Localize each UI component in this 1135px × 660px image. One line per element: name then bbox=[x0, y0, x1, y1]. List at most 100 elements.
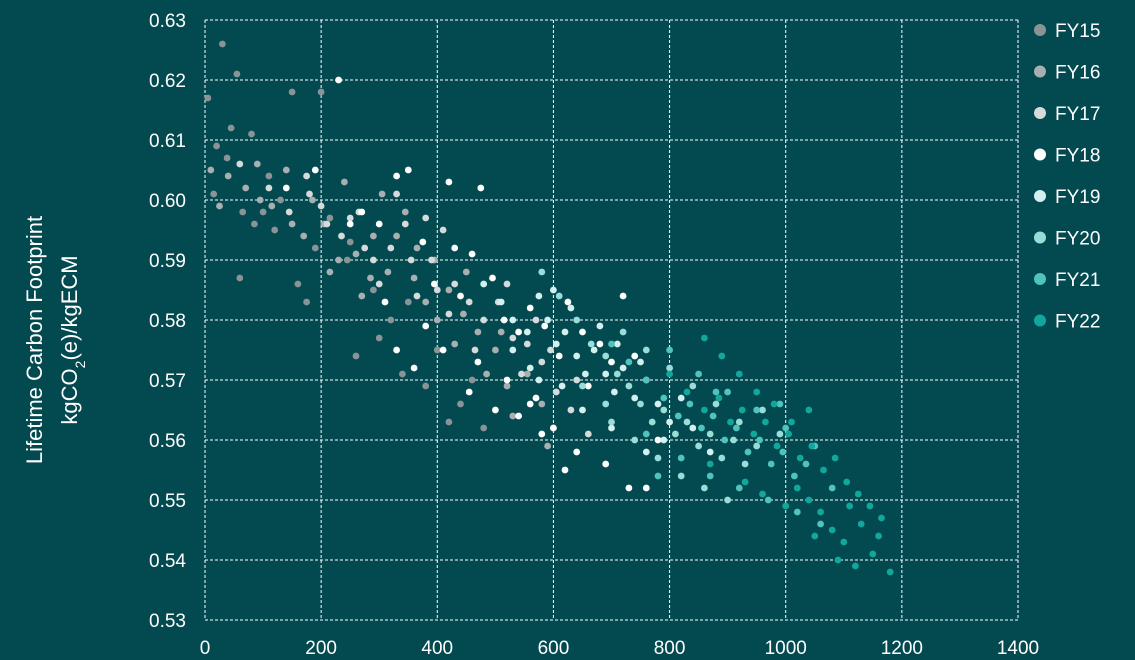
data-point-fy16 bbox=[460, 310, 467, 318]
data-point-fy18 bbox=[538, 430, 546, 438]
data-point-fy21 bbox=[677, 454, 685, 462]
data-point-fy16 bbox=[544, 442, 551, 450]
data-point-fy18 bbox=[515, 412, 522, 420]
data-point-fy18 bbox=[573, 448, 581, 456]
x-tick-label: 800 bbox=[654, 638, 686, 659]
data-point-fy18 bbox=[404, 166, 412, 174]
data-point-fy21 bbox=[698, 424, 705, 432]
legend-marker-fy22 bbox=[1034, 314, 1046, 327]
data-point-fy19 bbox=[497, 298, 505, 306]
data-point-fy18 bbox=[503, 376, 511, 384]
data-point-fy21 bbox=[709, 412, 717, 420]
data-point-fy21 bbox=[767, 460, 775, 468]
data-point-fy22 bbox=[666, 370, 673, 378]
data-point-fy18 bbox=[375, 220, 383, 228]
data-point-fy15 bbox=[227, 124, 235, 132]
legend-marker-fy15 bbox=[1034, 24, 1046, 36]
x-tick-label: 1400 bbox=[997, 638, 1039, 659]
data-point-fy20 bbox=[555, 292, 563, 300]
legend-label-fy16: FY16 bbox=[1055, 63, 1100, 84]
data-point-fy17 bbox=[306, 190, 313, 198]
data-point-fy16 bbox=[523, 370, 531, 378]
data-point-fy18 bbox=[561, 466, 569, 474]
data-point-fy15 bbox=[239, 208, 247, 216]
data-point-fy21 bbox=[608, 340, 615, 348]
data-point-fy18 bbox=[393, 172, 400, 180]
data-point-fy20 bbox=[689, 382, 697, 390]
data-point-fy16 bbox=[224, 172, 232, 180]
data-point-fy18 bbox=[532, 394, 540, 402]
data-point-fy15 bbox=[457, 400, 464, 408]
data-point-fy22 bbox=[735, 370, 743, 378]
data-point-fy21 bbox=[793, 508, 801, 516]
y-tick-label: 0.58 bbox=[149, 311, 186, 332]
data-point-fy16 bbox=[367, 274, 374, 282]
data-point-fy15 bbox=[204, 94, 212, 102]
data-point-fy20 bbox=[654, 454, 662, 462]
y-tick-label: 0.54 bbox=[149, 551, 186, 572]
data-point-fy19 bbox=[631, 394, 639, 402]
data-point-fy19 bbox=[642, 448, 650, 456]
data-point-fy17 bbox=[509, 334, 517, 342]
data-point-fy17 bbox=[413, 292, 421, 300]
data-point-fy20 bbox=[613, 370, 621, 378]
data-point-fy18 bbox=[625, 484, 633, 492]
data-point-fy19 bbox=[552, 340, 560, 348]
data-point-fy22 bbox=[701, 334, 708, 342]
data-point-fy18 bbox=[515, 328, 522, 336]
data-point-fy18 bbox=[608, 358, 615, 366]
data-point-fy18 bbox=[474, 358, 482, 366]
data-point-fy19 bbox=[579, 406, 586, 414]
data-point-fy21 bbox=[782, 424, 790, 432]
data-point-fy16 bbox=[341, 178, 348, 186]
data-point-fy19 bbox=[561, 328, 569, 336]
data-point-fy15 bbox=[236, 274, 244, 282]
y-tick-label: 0.61 bbox=[149, 131, 186, 152]
data-point-fy22 bbox=[782, 502, 790, 510]
data-point-fy19 bbox=[526, 364, 534, 372]
y-tick-label: 0.57 bbox=[149, 371, 186, 392]
y-tick-label: 0.55 bbox=[149, 491, 186, 512]
data-point-fy22 bbox=[886, 568, 894, 576]
y-axis-label-unit-part1: kgCO bbox=[57, 368, 82, 424]
data-point-fy20 bbox=[538, 268, 546, 276]
data-point-fy17 bbox=[523, 340, 531, 348]
data-point-fy18 bbox=[526, 304, 534, 312]
data-point-fy22 bbox=[805, 496, 813, 504]
data-point-fy18 bbox=[431, 280, 438, 288]
data-point-fy22 bbox=[718, 352, 726, 360]
data-point-fy16 bbox=[451, 340, 459, 348]
data-point-fy19 bbox=[509, 316, 517, 324]
data-point-fy17 bbox=[439, 226, 447, 234]
data-point-fy20 bbox=[735, 418, 743, 426]
data-point-fy15 bbox=[404, 298, 412, 306]
data-point-fy20 bbox=[587, 340, 595, 348]
data-point-fy18 bbox=[500, 316, 508, 324]
data-point-fy17 bbox=[401, 220, 409, 228]
data-point-fy18 bbox=[526, 400, 534, 408]
legend-label-fy21: FY21 bbox=[1055, 270, 1100, 291]
y-tick-label: 0.56 bbox=[149, 431, 186, 452]
data-point-fy22 bbox=[866, 502, 874, 510]
data-point-fy15 bbox=[265, 172, 273, 180]
data-point-fy19 bbox=[567, 304, 575, 312]
data-point-fy15 bbox=[468, 376, 476, 384]
data-point-fy16 bbox=[268, 202, 276, 210]
data-point-fy21 bbox=[776, 400, 784, 408]
data-point-fy15 bbox=[387, 316, 395, 324]
data-point-fy17 bbox=[465, 298, 473, 306]
data-point-fy20 bbox=[573, 316, 581, 324]
data-point-fy18 bbox=[311, 166, 319, 174]
data-point-fy18 bbox=[631, 352, 639, 360]
data-point-fy16 bbox=[352, 250, 360, 258]
data-point-fy21 bbox=[660, 394, 668, 402]
data-point-fy18 bbox=[492, 406, 499, 414]
data-point-fy22 bbox=[796, 454, 804, 462]
data-point-fy16 bbox=[242, 184, 250, 192]
legend-marker-fy19 bbox=[1034, 190, 1046, 202]
data-point-fy20 bbox=[741, 460, 749, 468]
data-point-fy20 bbox=[677, 472, 685, 480]
data-point-fy15 bbox=[277, 196, 284, 204]
legend-label-fy19: FY19 bbox=[1055, 187, 1100, 208]
data-point-fy18 bbox=[584, 382, 592, 390]
